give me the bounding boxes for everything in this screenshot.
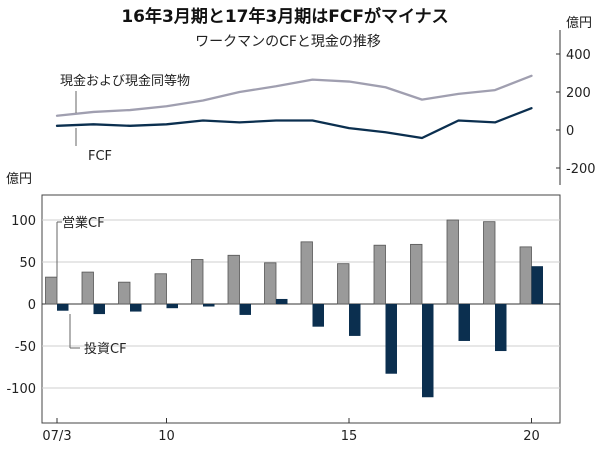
investing-cf-bar <box>458 304 470 341</box>
operating-cf-bar <box>264 262 277 305</box>
operating-cf-bar <box>446 219 459 305</box>
x-tick-label: 15 <box>341 429 358 444</box>
top-y-tick-label: 0 <box>566 124 574 139</box>
x-tick-label: 10 <box>158 429 175 444</box>
investing-cf-bar <box>349 304 361 336</box>
operating-cf-bar <box>227 254 240 305</box>
investing-cf-bar <box>312 304 324 327</box>
operating-cf-bar <box>81 271 94 305</box>
operating-cf-bar <box>483 221 496 305</box>
investing-cf-bar <box>130 304 142 312</box>
operating-cf-bar <box>373 244 386 305</box>
bottom-y-tick-label: -50 <box>15 340 36 355</box>
bottom-y-tick-label: 0 <box>28 298 36 313</box>
x-tick-label: 20 <box>523 429 540 444</box>
legend-fcf: FCF <box>88 149 112 164</box>
top-unit-label: 億円 <box>566 15 592 31</box>
legend-operating-cf: 営業CF <box>62 215 105 231</box>
bottom-y-tick-label: -100 <box>6 382 36 397</box>
investing-cf-bar <box>385 304 397 374</box>
investing-cf-bar <box>531 266 543 304</box>
bottom-plot-frame <box>41 194 561 424</box>
investing-cf-bar <box>495 304 507 352</box>
investing-cf-bar <box>93 304 105 315</box>
operating-cf-bar <box>300 241 313 305</box>
top-y-tick-label: 400 <box>566 48 591 63</box>
chart-subtitle: ワークマンのCFと現金の推移 <box>195 34 381 50</box>
operating-cf-bar <box>337 263 350 305</box>
operating-cf-bar <box>191 259 204 305</box>
investing-cf-bar <box>276 298 288 304</box>
investing-cf-bar <box>57 304 69 311</box>
investing-cf-bar <box>203 304 215 307</box>
cash-fcf-line-chart: 億円 400 200 0 -200 現金および現金同等物 FCF <box>55 15 596 185</box>
legend-cash: 現金および現金同等物 <box>60 73 190 89</box>
top-y-tick-label: 200 <box>566 86 591 101</box>
fcf-line <box>55 107 533 140</box>
cash-line <box>55 74 533 117</box>
bottom-y-tick-label: 100 <box>11 214 36 229</box>
bottom-y-tick-label: 50 <box>19 256 36 271</box>
top-y-tick-label: -200 <box>566 162 596 177</box>
investing-cf-bar <box>239 304 251 315</box>
legend-investing-cf: 投資CF <box>84 341 127 357</box>
operating-cf-bar <box>118 281 131 305</box>
chart-title: 16年3月期と17年3月期はFCFがマイナス <box>121 6 448 27</box>
investing-cf-bar <box>166 304 178 309</box>
operating-cf-bar <box>519 246 532 305</box>
investing-cf-bar <box>422 304 434 398</box>
x-tick-label: 07/3 <box>42 429 71 444</box>
operating-cf-bar <box>410 243 423 305</box>
operating-investing-cf-bar-chart: 億円 100 50 0 -50 -100 07/3 10 15 20 営業CF 投資CF <box>6 171 561 444</box>
bottom-unit-label: 億円 <box>6 171 32 187</box>
operating-cf-bar <box>154 273 167 305</box>
operating-cf-bar <box>45 276 58 305</box>
